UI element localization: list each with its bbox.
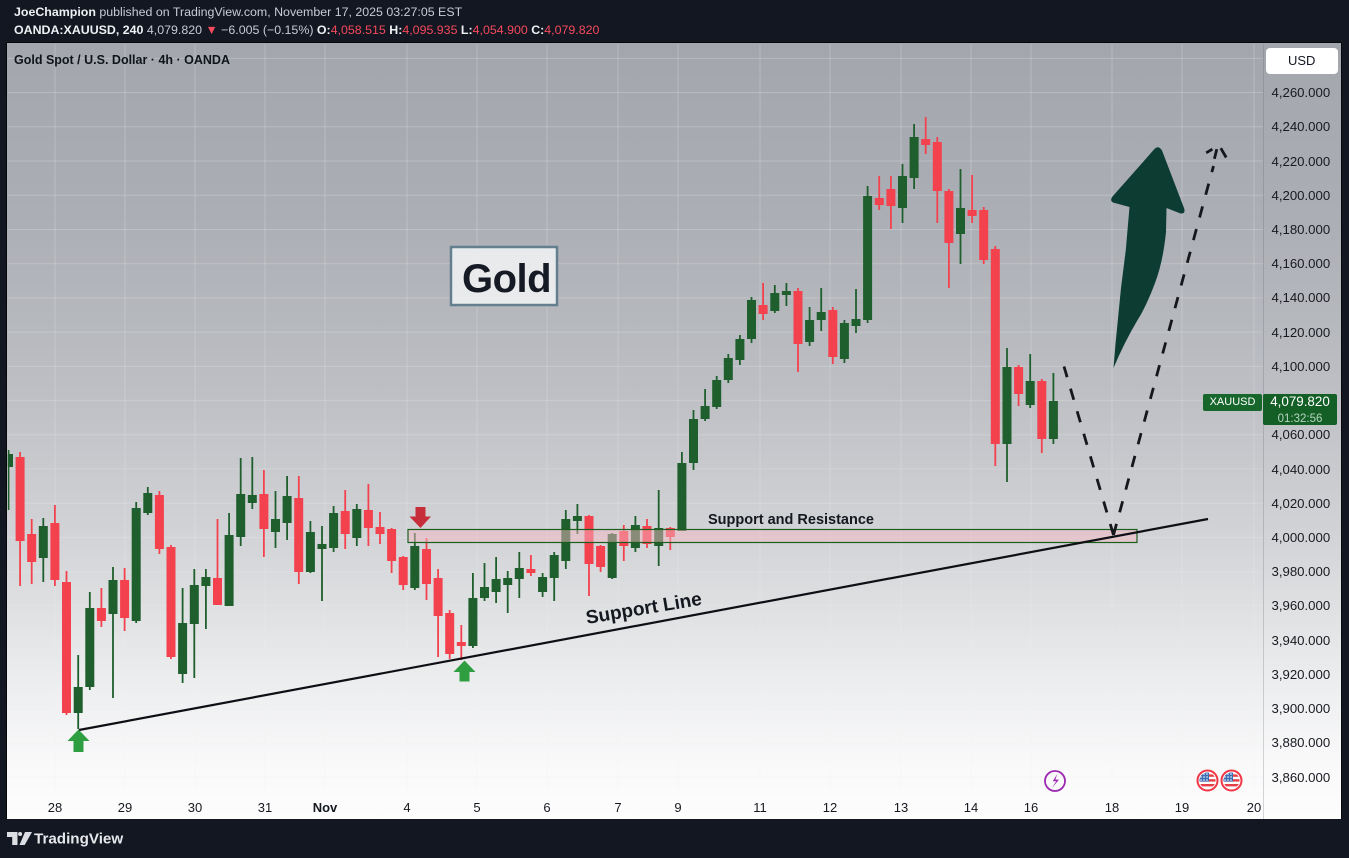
svg-text:Gold: Gold [462,257,551,301]
svg-text:Support Line: Support Line [584,589,703,629]
svg-text:Support and Resistance: Support and Resistance [708,512,874,528]
svg-text:TradingView: TradingView [34,830,123,847]
